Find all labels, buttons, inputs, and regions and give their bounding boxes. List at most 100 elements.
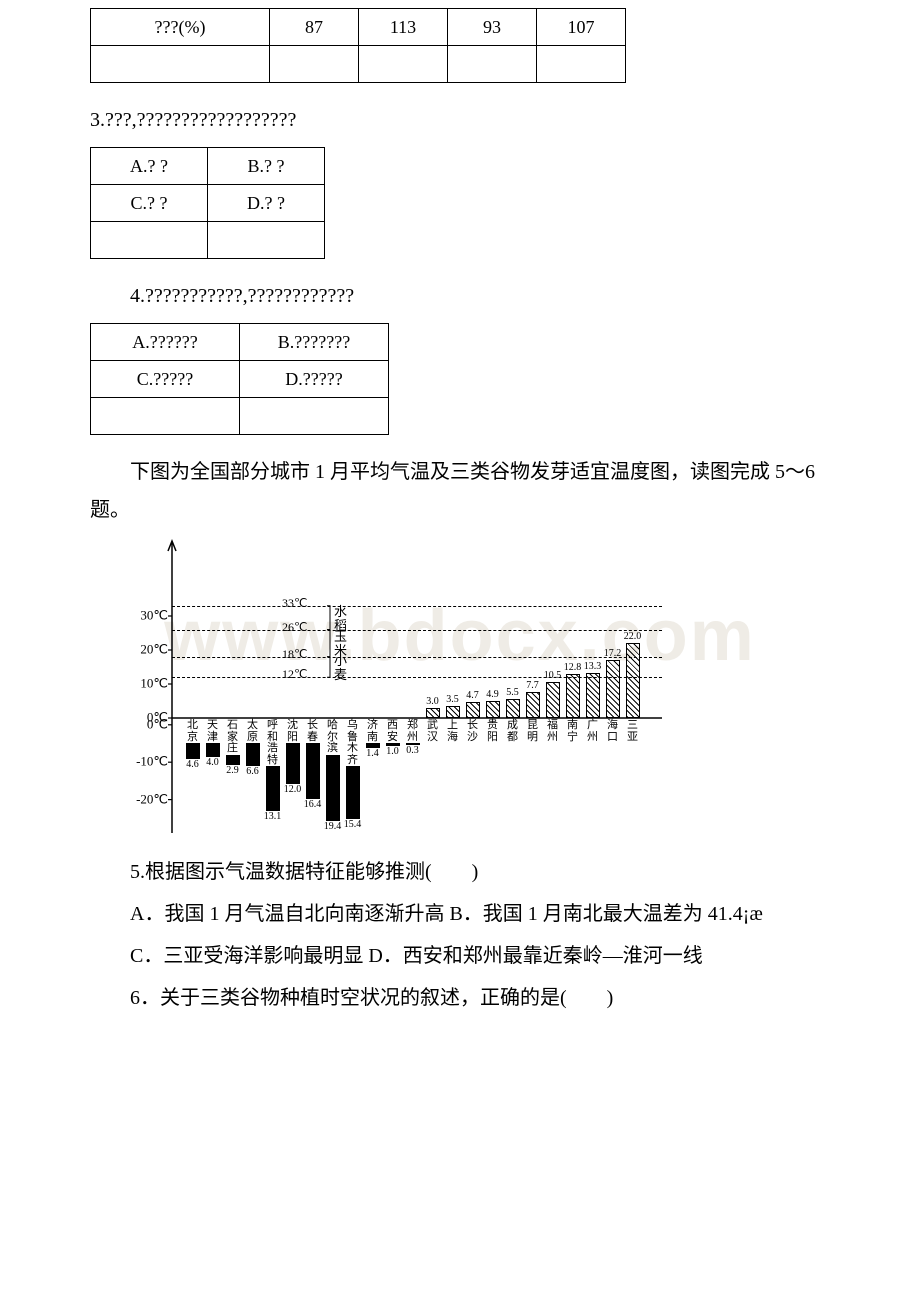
city-column: 沈阳12.0 <box>284 718 301 784</box>
question-5: 5.根据图示气温数据特征能够推测( ) <box>90 853 830 891</box>
q5-option-b: B．我国 1 月南北最大温差为 41.4¡æ <box>449 903 762 925</box>
city-bar <box>426 708 440 718</box>
city-bar <box>446 706 460 718</box>
city-name: 太原 <box>247 720 259 743</box>
city-bar <box>286 743 300 784</box>
city-column: 呼和浩特13.1 <box>264 718 281 811</box>
cell <box>91 222 208 259</box>
city-name: 石家庄 <box>227 720 239 755</box>
city-bar <box>346 766 360 818</box>
q5-option-c: C．三亚受海洋影响最明显 <box>130 945 363 967</box>
option: C.????? <box>91 361 240 398</box>
city-name: 广州 <box>587 720 599 743</box>
city-bar <box>606 660 620 718</box>
city-bar <box>306 743 320 799</box>
city-value: 4.6 <box>186 760 199 770</box>
city-value: 1.0 <box>386 747 399 757</box>
city-value: 1.4 <box>366 749 379 759</box>
city-value: 4.0 <box>206 758 219 768</box>
city-value: 6.6 <box>246 767 259 777</box>
city-value: 16.4 <box>304 800 322 810</box>
city-column: 10.5福州 <box>544 682 561 743</box>
city-name: 北京 <box>187 720 199 743</box>
options-table-q3: A.? ? B.? ? C.? ? D.? ? <box>90 147 325 259</box>
city-value: 12.0 <box>284 785 302 795</box>
cell: 107 <box>537 9 626 46</box>
city-name: 呼和浩特 <box>267 720 279 766</box>
city-column: 12.8南宁 <box>564 674 581 743</box>
table-row: A.?????? B.??????? <box>91 324 389 361</box>
city-column: 7.7昆明 <box>524 692 541 743</box>
city-value: 4.7 <box>466 691 479 701</box>
city-name: 海口 <box>607 720 619 743</box>
city-bar <box>546 682 560 718</box>
cell <box>537 46 626 83</box>
city-name: 沈阳 <box>287 720 299 743</box>
city-column: 石家庄2.9 <box>224 718 241 765</box>
city-name: 武汉 <box>427 720 439 743</box>
city-value: 15.4 <box>344 820 362 830</box>
city-value: 13.1 <box>264 812 282 822</box>
city-column: 5.5成都 <box>504 699 521 743</box>
city-name: 乌鲁木齐 <box>347 720 359 766</box>
table-row: C.? ? D.? ? <box>91 185 325 222</box>
y-tick-label: -10℃ <box>136 750 168 775</box>
city-name: 成都 <box>507 720 519 743</box>
city-name: 天津 <box>207 720 219 743</box>
y-tick-label: 20℃ <box>140 638 168 663</box>
option: B.??????? <box>240 324 389 361</box>
city-bar <box>186 743 200 759</box>
city-value: 3.0 <box>426 697 439 707</box>
intro-5-6: 下图为全国部分城市 1 月平均气温及三类谷物发芽适宜温度图，读图完成 5～6 题… <box>90 453 830 529</box>
option: C.? ? <box>91 185 208 222</box>
city-value: 3.5 <box>446 695 459 705</box>
city-name: 上海 <box>447 720 459 743</box>
city-name: 贵阳 <box>487 720 499 743</box>
table-row <box>91 398 389 435</box>
table-row: ???(%) 87 113 93 107 <box>91 9 626 46</box>
question-6: 6．关于三类谷物种植时空状况的叙述，正确的是( ) <box>90 979 830 1017</box>
city-value: 0.3 <box>406 746 419 756</box>
option: D.????? <box>240 361 389 398</box>
guide-label: 26℃ <box>282 616 307 639</box>
city-bar <box>466 702 480 718</box>
y-tick-label: 30℃ <box>140 604 168 629</box>
city-name: 济南 <box>367 720 379 743</box>
table-row <box>91 222 325 259</box>
city-column: 3.0武汉 <box>424 708 441 743</box>
option: A.?????? <box>91 324 240 361</box>
city-bar <box>506 699 520 718</box>
city-column: 天津4.0 <box>204 718 221 757</box>
guide-label: 33℃ <box>282 592 307 615</box>
city-bar <box>626 643 640 718</box>
q5-options-cd: C．三亚受海洋影响最明显 D．西安和郑州最靠近秦岭—淮河一线 <box>90 937 830 975</box>
city-name: 福州 <box>547 720 559 743</box>
option: B.? ? <box>208 148 325 185</box>
table-row: C.????? D.????? <box>91 361 389 398</box>
city-bar <box>566 674 580 718</box>
temperature-chart: 30℃20℃10℃0℃0℃-10℃-20℃33℃水稻26℃玉米18℃小麦12℃北… <box>120 533 680 843</box>
city-bar <box>526 692 540 718</box>
cell: 113 <box>359 9 448 46</box>
cell-label: ???(%) <box>91 9 270 46</box>
city-name: 昆明 <box>527 720 539 743</box>
cell <box>91 398 240 435</box>
city-column: 北京4.6 <box>184 718 201 759</box>
city-column: 哈尔滨19.4 <box>324 718 341 821</box>
cell <box>240 398 389 435</box>
city-column: 长春16.4 <box>304 718 321 799</box>
city-column: 乌鲁木齐15.4 <box>344 718 361 819</box>
cell <box>359 46 448 83</box>
city-value: 13.3 <box>584 662 602 672</box>
table-top: ???(%) 87 113 93 107 <box>90 8 626 83</box>
q5-option-d: D．西安和郑州最靠近秦岭—淮河一线 <box>368 945 702 967</box>
city-name: 南宁 <box>567 720 579 743</box>
cell <box>91 46 270 83</box>
city-column: 17.2海口 <box>604 660 621 744</box>
option: D.? ? <box>208 185 325 222</box>
option: A.? ? <box>91 148 208 185</box>
city-bar <box>266 766 280 811</box>
city-column: 3.5上海 <box>444 706 461 743</box>
city-name: 哈尔滨 <box>327 720 339 755</box>
city-value: 5.5 <box>506 688 519 698</box>
